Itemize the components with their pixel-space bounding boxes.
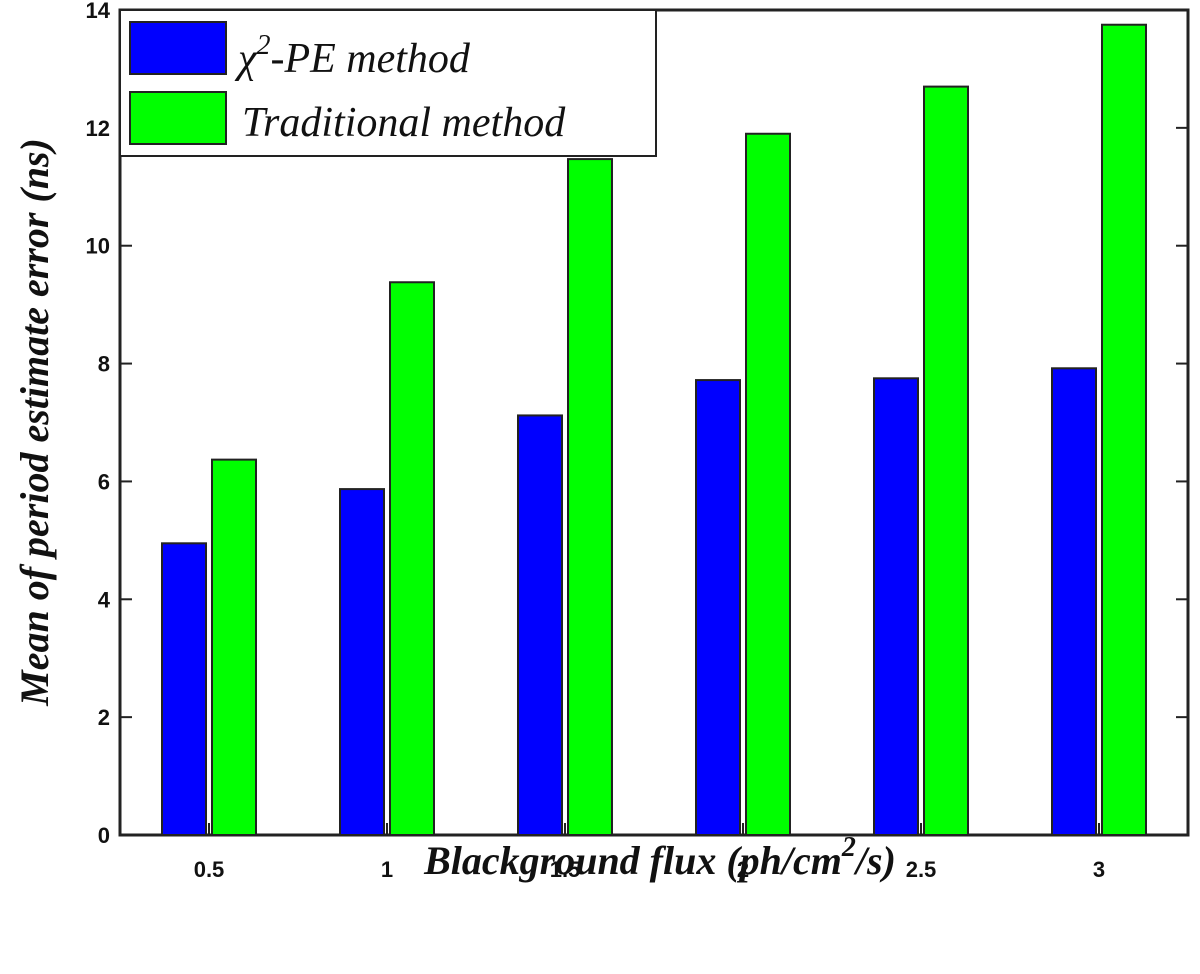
bar-chi2-pe-0.5: [161, 542, 207, 837]
legend-label-chi2-pe: χ2-PE method: [234, 30, 471, 82]
bar-chi2-pe-3: [1051, 367, 1097, 836]
bar-chi2-pe-2.5: [873, 377, 919, 836]
x-tick-label: 2: [737, 857, 749, 882]
x-tick-label: 2.5: [906, 857, 937, 882]
bar-chi2-pe-1: [339, 488, 385, 836]
y-tick-label: 6: [98, 469, 110, 494]
x-tick-label: 1.5: [550, 857, 581, 882]
y-tick-label: 12: [86, 116, 110, 141]
bar-traditional-3: [1101, 23, 1147, 837]
x-tick-labels: 0.5 1 1.5 2 2.5 3: [194, 823, 1105, 882]
bar-traditional-0.5: [211, 458, 257, 836]
y-ticks: 0 2 4 6 8 10 12 14: [86, 0, 1188, 848]
y-tick-label: 8: [98, 352, 110, 377]
legend-swatch-chi2-pe: [129, 21, 227, 75]
bars: [161, 23, 1147, 837]
x-tick-label: 0.5: [194, 857, 225, 882]
bar-traditional-2: [745, 132, 791, 836]
legend-swatch-traditional: [129, 91, 227, 145]
y-tick-label: 4: [98, 587, 111, 612]
bar-chi2-pe-1.5: [517, 414, 563, 836]
y-axis-title: Mean of period estimate error (ns): [12, 138, 57, 707]
legend: χ2-PE method Traditional method: [119, 9, 657, 157]
bar-traditional-2.5: [923, 85, 969, 837]
y-tick-label: 2: [98, 705, 110, 730]
legend-label-traditional: Traditional method: [242, 100, 566, 146]
bar-traditional-1: [389, 281, 435, 836]
x-axis-title: Blackground flux (ph/cm2/s): [423, 832, 896, 883]
y-tick-label: 14: [86, 0, 111, 23]
x-tick-label: 3: [1093, 857, 1105, 882]
bar-chi2-pe-2: [695, 379, 741, 836]
bar-traditional-1.5: [567, 158, 613, 836]
y-tick-label: 0: [98, 823, 110, 848]
x-tick-label: 1: [381, 857, 393, 882]
y-tick-label: 10: [86, 234, 110, 259]
